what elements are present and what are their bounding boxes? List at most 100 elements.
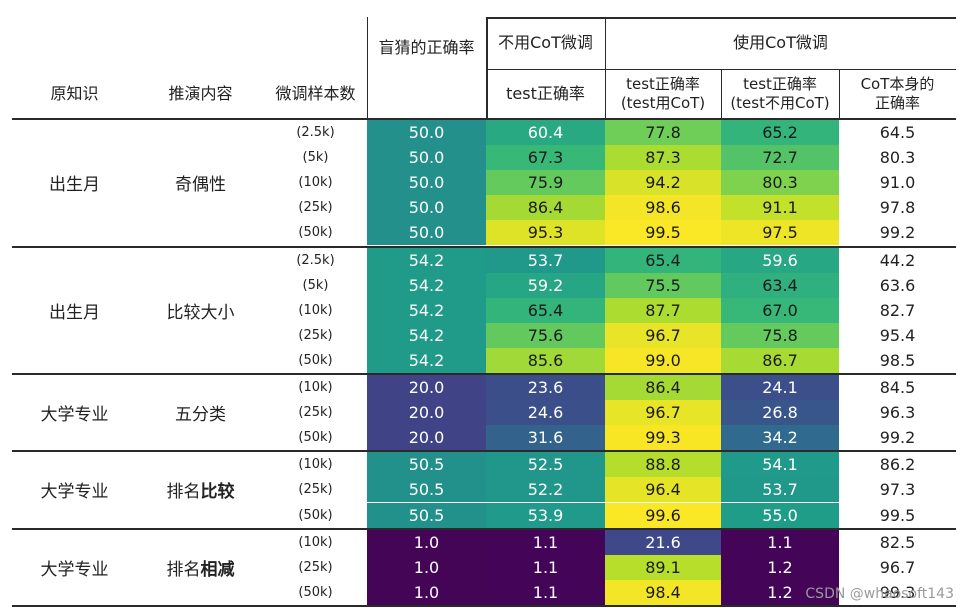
header-test-acc: test正确率 <box>506 83 585 103</box>
value-cell-cot-test: 96.7 <box>605 322 721 348</box>
sample-count: (25k) <box>298 405 333 421</box>
value-cell-guess: 54.2 <box>367 272 486 298</box>
group-knowledge: 大学专业 <box>40 559 109 580</box>
group-knowledge: 出生月 <box>49 175 100 196</box>
sample-count: (5k) <box>302 277 329 293</box>
sample-count: (2.5k) <box>296 125 335 141</box>
value-cell-cot-test: 86.4 <box>605 375 721 401</box>
value-cell-cot-test: 88.8 <box>605 452 721 478</box>
group-task: 奇偶性 <box>137 120 264 246</box>
sample-count: (25k) <box>298 559 333 575</box>
value-cell-cot-test: 99.0 <box>605 347 721 373</box>
value-cell-cot-test: 75.5 <box>605 272 721 298</box>
value-cell-nocot: 86.4 <box>486 195 605 221</box>
value-cell-cot-test: 87.3 <box>605 145 721 171</box>
value-cell-guess: 54.2 <box>367 297 486 323</box>
value-cell-guess: 20.0 <box>367 375 486 401</box>
value-cell-guess: 54.2 <box>367 322 486 348</box>
value-cell-cot-self: 99.2 <box>879 223 916 243</box>
group-knowledge: 大学专业 <box>40 482 109 503</box>
vline-left-of-nocot <box>486 17 488 118</box>
value-cell-guess: 50.0 <box>367 220 486 246</box>
vline-left-of-guess <box>367 17 368 118</box>
value-cell-cot-self: 63.6 <box>879 275 916 295</box>
value-cell-nocot: 85.6 <box>486 347 605 373</box>
value-cell-cot-nocot: 72.7 <box>721 145 839 171</box>
group-task: 排名 相减 <box>137 530 264 605</box>
value-cell-cot-nocot: 67.0 <box>721 297 839 323</box>
value-cell-nocot: 65.4 <box>486 297 605 323</box>
value-cell-cot-self: 80.3 <box>879 148 916 168</box>
value-cell-cot-test: 99.3 <box>605 425 721 451</box>
value-cell-cot-nocot: 1.2 <box>721 579 839 605</box>
value-cell-nocot: 75.6 <box>486 322 605 348</box>
value-cell-guess: 50.5 <box>367 477 486 503</box>
value-cell-cot-self: 91.0 <box>879 173 916 193</box>
group-task-text: 比较大小 <box>166 302 235 323</box>
value-cell-nocot: 60.4 <box>486 120 605 146</box>
value-cell-cot-nocot: 86.7 <box>721 347 839 373</box>
value-cell-nocot: 59.2 <box>486 272 605 298</box>
value-cell-cot-test: 65.4 <box>605 247 721 273</box>
sample-count: (50k) <box>298 430 333 446</box>
header-test-no-cot: test正确率 (test不用CoT) <box>721 69 839 118</box>
value-cell-cot-nocot: 91.1 <box>721 195 839 221</box>
value-cell-nocot: 53.7 <box>486 247 605 273</box>
header-test-no-cot-line2: (test不用CoT) <box>730 93 830 112</box>
vline-left-of-cot <box>605 17 606 118</box>
value-cell-cot-nocot: 63.4 <box>721 272 839 298</box>
value-cell-cot-nocot: 34.2 <box>721 425 839 451</box>
value-cell-guess: 50.5 <box>367 502 486 528</box>
value-cell-guess: 50.0 <box>367 170 486 196</box>
group-knowledge: 出生月 <box>49 302 100 323</box>
value-cell-cot-test: 98.4 <box>605 579 721 605</box>
sample-count: (2.5k) <box>296 252 335 268</box>
value-cell-cot-self: 96.3 <box>879 403 916 423</box>
value-cell-cot-test: 99.6 <box>605 502 721 528</box>
value-cell-guess: 1.0 <box>367 579 486 605</box>
header-test-with-cot-line1: test正确率 <box>626 74 700 93</box>
value-cell-cot-self: 99.3 <box>879 582 916 602</box>
value-cell-cot-self: 97.8 <box>879 198 916 218</box>
value-cell-guess: 1.0 <box>367 529 486 555</box>
sample-count: (5k) <box>302 150 329 166</box>
header-cot-self: CoT本身的 正确率 <box>839 69 956 118</box>
value-cell-cot-self: 64.5 <box>879 123 916 143</box>
header-guess-correct: 盲猜的正确率 <box>378 38 475 57</box>
sample-count: (50k) <box>298 507 333 523</box>
value-cell-cot-nocot: 80.3 <box>721 170 839 196</box>
value-cell-cot-self: 97.3 <box>879 480 916 500</box>
value-cell-cot-test: 87.7 <box>605 297 721 323</box>
value-cell-guess: 50.5 <box>367 452 486 478</box>
value-cell-cot-nocot: 53.7 <box>721 477 839 503</box>
value-cell-cot-self: 84.5 <box>879 378 916 398</box>
group-task-bold-text: 相减 <box>200 559 235 580</box>
sample-count: (10k) <box>298 534 333 550</box>
sample-count: (50k) <box>298 225 333 241</box>
value-cell-guess: 1.0 <box>367 554 486 580</box>
group-separator <box>12 373 956 375</box>
value-cell-cot-nocot: 26.8 <box>721 400 839 426</box>
value-cell-guess: 54.2 <box>367 247 486 273</box>
vline-left-of-cot-self <box>839 69 840 118</box>
header-weitiao-yangben: 微调样本数 <box>275 83 356 103</box>
value-cell-cot-nocot: 65.2 <box>721 120 839 146</box>
header-cot-self-line2: 正确率 <box>874 93 920 112</box>
sample-count: (10k) <box>298 457 333 473</box>
value-cell-cot-self: 99.2 <box>879 428 916 448</box>
value-cell-cot-self: 98.5 <box>879 350 916 370</box>
sample-count: (25k) <box>298 327 333 343</box>
value-cell-guess: 20.0 <box>367 425 486 451</box>
group-knowledge: 大学专业 <box>40 405 109 426</box>
group-task-text: 排名 <box>166 482 201 503</box>
header-yuan-zhishi: 原知识 <box>50 83 99 103</box>
header-divider-bottom <box>12 118 956 120</box>
value-cell-nocot: 1.1 <box>486 529 605 555</box>
group-task-text: 奇偶性 <box>175 175 226 196</box>
value-cell-cot-test: 99.5 <box>605 220 721 246</box>
group-task-text: 五分类 <box>175 405 226 426</box>
value-cell-nocot: 95.3 <box>486 220 605 246</box>
group-separator <box>12 245 956 248</box>
value-cell-cot-self: 99.5 <box>879 505 916 525</box>
sample-count: (50k) <box>298 352 333 368</box>
